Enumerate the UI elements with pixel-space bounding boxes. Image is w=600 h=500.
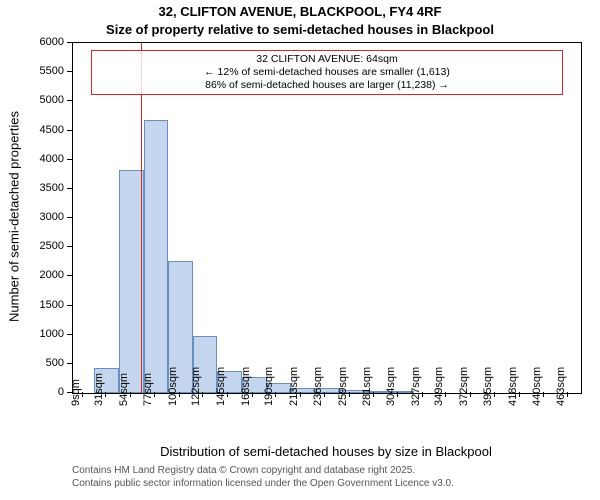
chart-title: 32, CLIFTON AVENUE, BLACKPOOL, FY4 4RF [0, 4, 600, 19]
x-tick-mark [445, 392, 446, 397]
y-axis-label: Number of semi-detached properties [7, 42, 22, 392]
x-tick-mark [567, 392, 568, 397]
attribution-footer: Contains HM Land Registry data © Crown c… [72, 464, 454, 490]
x-tick-mark [227, 392, 228, 397]
y-tick-label: 6000 [24, 36, 64, 48]
y-tick-mark [67, 42, 72, 43]
y-tick-label: 2500 [24, 240, 64, 252]
x-tick-mark [397, 392, 398, 397]
x-tick-mark [324, 392, 325, 397]
marker-line [141, 43, 142, 393]
y-tick-mark [67, 130, 72, 131]
annotation-box: 32 CLIFTON AVENUE: 64sqm← 12% of semi-de… [91, 50, 563, 95]
y-tick-label: 4500 [24, 124, 64, 136]
y-tick-mark [67, 71, 72, 72]
x-tick-mark [105, 392, 106, 397]
y-tick-mark [67, 217, 72, 218]
y-tick-label: 5000 [24, 94, 64, 106]
annotation-line: 32 CLIFTON AVENUE: 64sqm [98, 53, 556, 66]
y-tick-label: 500 [24, 357, 64, 369]
y-tick-mark [67, 334, 72, 335]
x-tick-mark [275, 392, 276, 397]
plot-area: 32 CLIFTON AVENUE: 64sqm← 12% of semi-de… [72, 42, 582, 394]
y-tick-mark [67, 100, 72, 101]
x-tick-mark [494, 392, 495, 397]
x-tick-mark [202, 392, 203, 397]
footer-line-2: Contains public sector information licen… [72, 477, 454, 490]
y-tick-label: 3000 [24, 211, 64, 223]
y-tick-mark [67, 159, 72, 160]
y-tick-label: 3500 [24, 182, 64, 194]
histogram-bar [144, 120, 169, 393]
chart-container: 32, CLIFTON AVENUE, BLACKPOOL, FY4 4RF S… [0, 0, 600, 500]
y-tick-mark [67, 188, 72, 189]
y-tick-label: 4000 [24, 153, 64, 165]
x-tick-mark [519, 392, 520, 397]
footer-line-1: Contains HM Land Registry data © Crown c… [72, 464, 454, 477]
y-tick-label: 1000 [24, 328, 64, 340]
y-tick-label: 0 [24, 386, 64, 398]
x-tick-mark [179, 392, 180, 397]
histogram-bar [119, 170, 144, 393]
y-tick-mark [67, 246, 72, 247]
annotation-line: 86% of semi-detached houses are larger (… [98, 79, 556, 92]
y-tick-mark [67, 275, 72, 276]
x-tick-mark [349, 392, 350, 397]
annotation-line: ← 12% of semi-detached houses are smalle… [98, 66, 556, 79]
x-axis-label: Distribution of semi-detached houses by … [72, 444, 580, 459]
x-tick-mark [154, 392, 155, 397]
y-tick-mark [67, 305, 72, 306]
chart-subtitle: Size of property relative to semi-detach… [0, 22, 600, 37]
y-tick-label: 2000 [24, 269, 64, 281]
y-tick-label: 1500 [24, 299, 64, 311]
y-tick-mark [67, 363, 72, 364]
y-tick-label: 5500 [24, 65, 64, 77]
